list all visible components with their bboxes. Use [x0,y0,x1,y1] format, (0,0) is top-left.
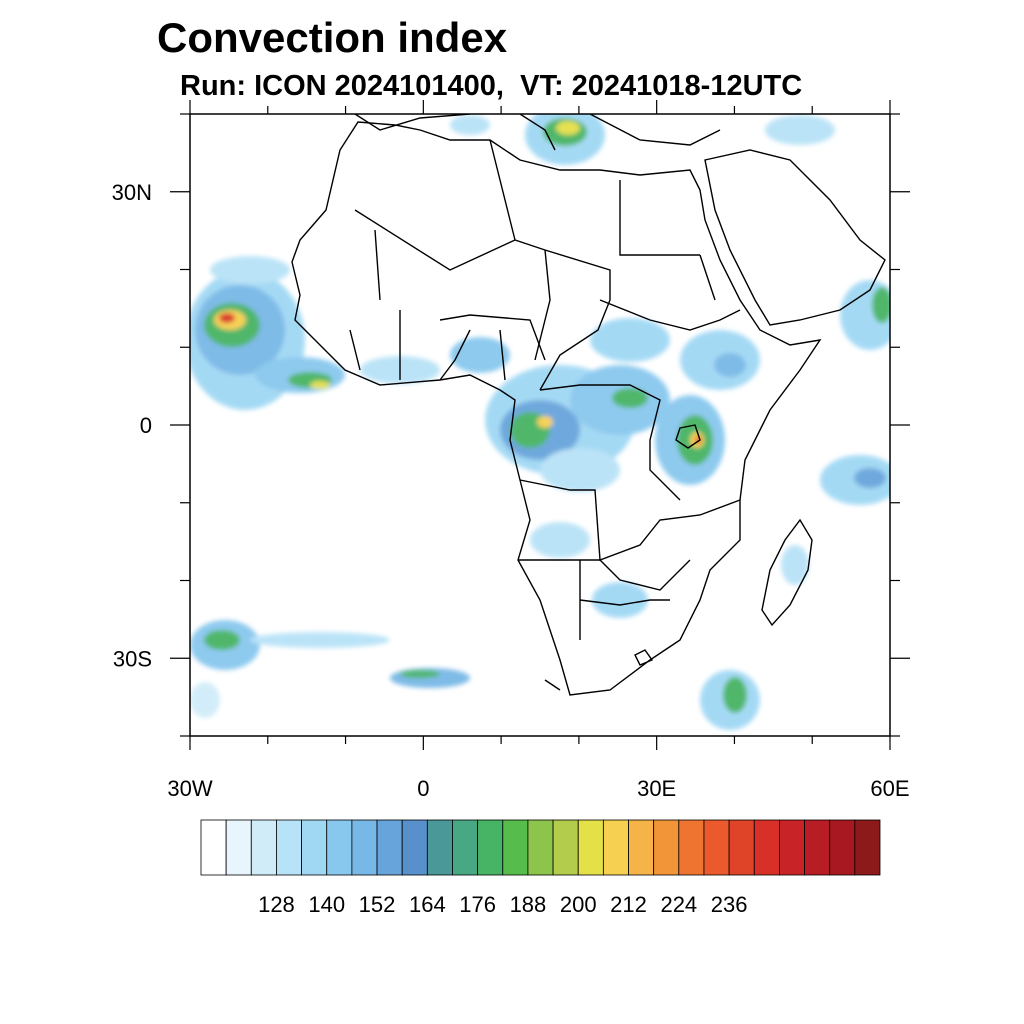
colorbar: 128 140 152 164 176 188 200 212 224 236 [200,819,881,917]
colorbar-swatch [552,819,579,876]
axis-tick-labels: 30W 0 30E 60E 30N 0 30S [112,180,910,801]
lon-tick-label: 30W [167,776,212,801]
colorbar-label: 200 [560,892,597,917]
colorbar-swatch [728,819,755,876]
colorbar-label: 188 [510,892,547,917]
colorbar-swatch [502,819,529,876]
colorbar-swatch [200,819,227,876]
colorbar-swatch [401,819,428,876]
colorbar-label: 128 [258,892,295,917]
colorbar-swatch [452,819,479,876]
colorbar-label: 140 [308,892,345,917]
lon-tick-label: 0 [417,776,429,801]
lat-tick-label: 30N [112,180,152,205]
colorbar-swatch [854,819,881,876]
africa-coastline [291,121,822,696]
colorbar-swatch [678,819,705,876]
colorbar-swatch [301,819,328,876]
europe-coastline [354,114,721,151]
chart-title: Convection index [157,14,508,61]
colorbar-label: 212 [610,892,647,917]
colorbar-swatch [426,819,453,876]
colorbar-swatch [477,819,504,876]
colorbar-swatch [527,819,554,876]
colorbar-label: 176 [459,892,496,917]
lon-tick-label: 60E [870,776,909,801]
colorbar-swatch [602,819,629,876]
colorbar-swatch [250,819,277,876]
colorbar-swatch [376,819,403,876]
colorbar-swatch [326,819,353,876]
lat-tick-label: 30S [113,646,152,671]
colorbar-swatch [829,819,856,876]
chart-subtitle: Run: ICON 2024101400, VT: 20241018-12UTC [180,70,803,102]
colorbar-swatch [628,819,655,876]
colorbar-label: 236 [711,892,748,917]
colorbar-swatch [577,819,604,876]
colorbar-swatch [779,819,805,876]
coastlines [291,114,886,696]
colorbar-swatch [703,819,730,876]
colorbar-label: 164 [409,892,446,917]
colorbar-swatch [276,819,302,876]
colorbar-swatch [653,819,680,876]
arabia-coastline [704,149,886,326]
colorbar-label: 152 [359,892,396,917]
colorbar-swatch [804,819,831,876]
lat-tick-label: 0 [140,413,152,438]
colorbar-swatch [753,819,780,876]
colorbar-swatch [225,819,252,876]
lon-tick-label: 30E [637,776,676,801]
convection-field [190,114,890,730]
colorbar-swatch [351,819,378,876]
madagascar-coastline [761,518,813,627]
axis-ticks [170,100,910,750]
colorbar-label: 224 [660,892,697,917]
